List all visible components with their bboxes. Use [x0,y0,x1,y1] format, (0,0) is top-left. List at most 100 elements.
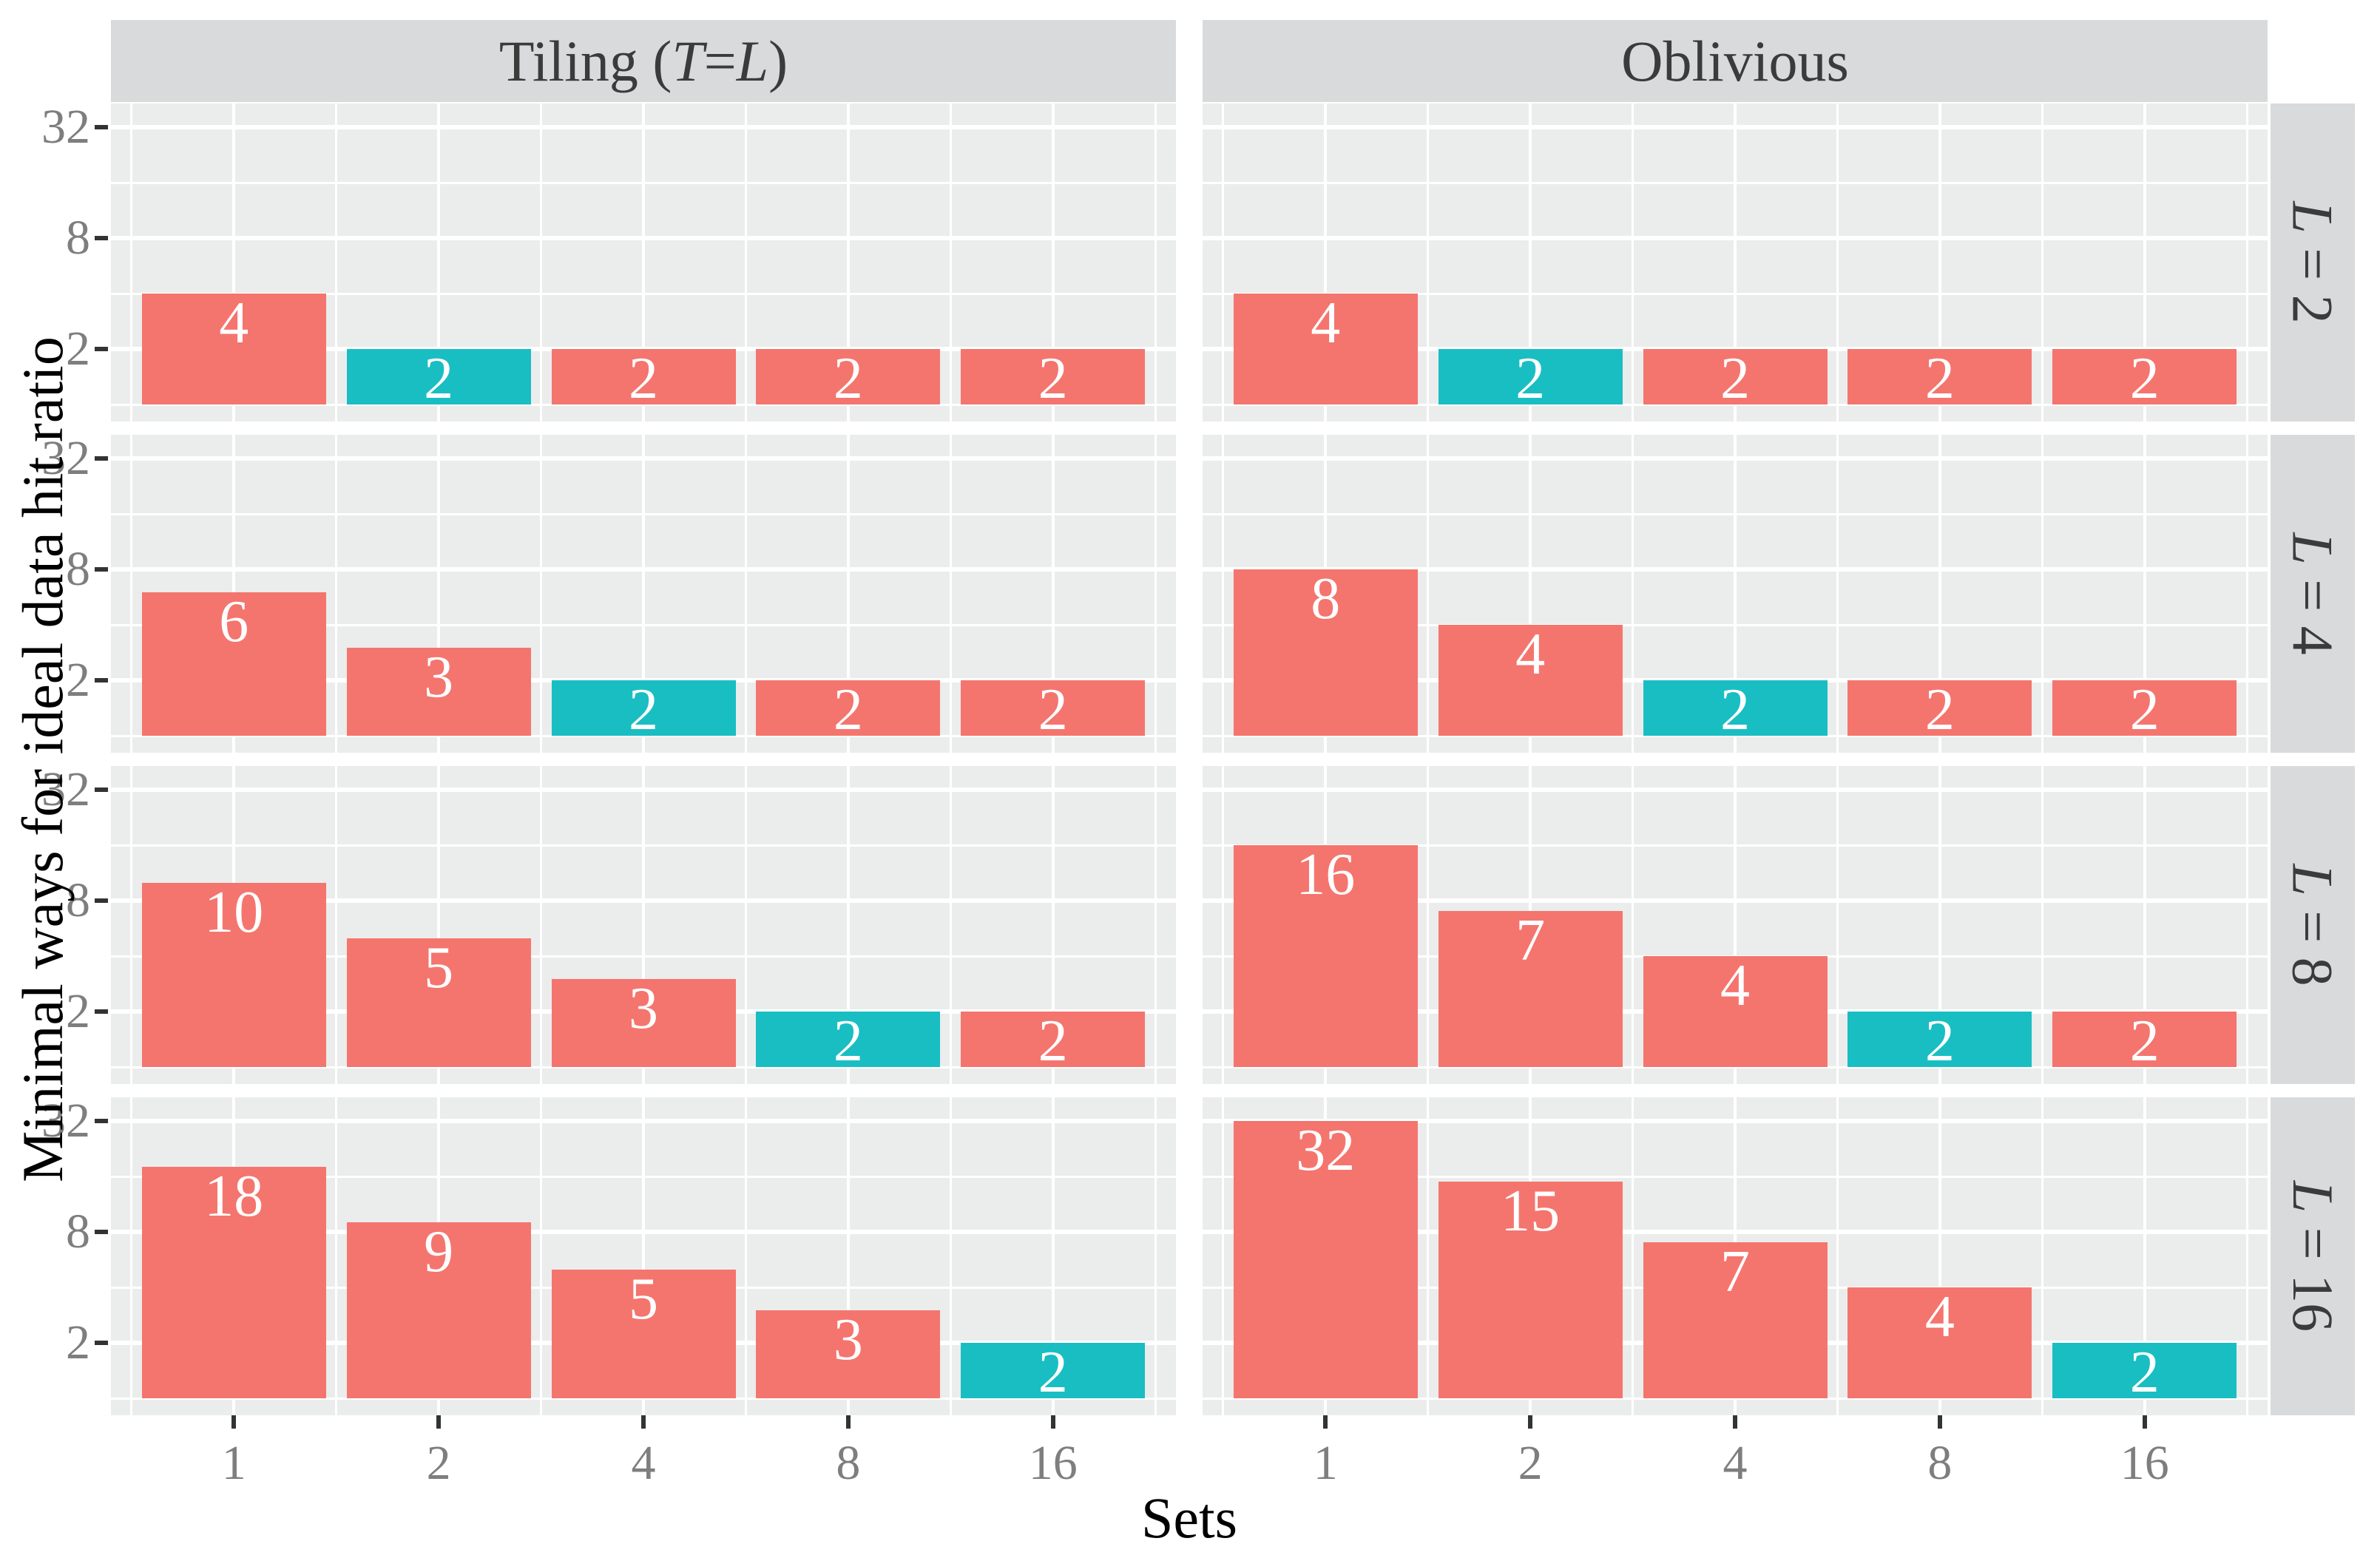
bar: 4 [1847,1287,2032,1398]
y-tick-mark [95,898,108,903]
gridline-major-v [1938,435,1941,753]
bar-value-label: 2 [1038,346,1068,411]
x-tick-mark [1323,1415,1328,1429]
gridline-major-v [1529,435,1532,753]
gridline-minor-v [2245,104,2248,421]
gridline-minor-v [1632,766,1634,1084]
bar-value-label: 7 [1720,1239,1750,1305]
gridline-minor-v [1222,766,1225,1084]
y-tick-mark [95,236,108,240]
bar: 2 [756,348,941,409]
y-tick-mark [95,788,108,792]
bar: 16 [1233,844,1418,1067]
gridline-major-v [642,104,645,421]
bar: 4 [1233,293,1418,404]
bar-value-label: 32 [1296,1118,1356,1183]
bar-value-label: 4 [1924,1284,1955,1349]
bar-value-label: 2 [1720,677,1750,742]
gridline-minor-v [1427,435,1430,753]
gridline-minor-v [130,104,133,421]
x-tick-mark [845,1415,851,1429]
gridline-minor-v [2041,766,2043,1084]
bar: 4 [1643,953,1828,1067]
facet-strip-right: L = 8 [2271,766,2355,1084]
gridline-minor-v [2041,104,2043,421]
y-tick-label: 32 [41,100,90,154]
bar: 18 [141,1167,326,1398]
bar: 2 [2052,1011,2237,1071]
gridline-major-h [1203,1230,2268,1234]
y-tick-label: 8 [66,211,90,265]
bar-highlight: 2 [1847,1011,2032,1071]
gridline-minor-v [1154,1097,1157,1415]
bar: 2 [1847,348,2032,409]
gridline-minor-v [744,435,747,753]
gridline-major-v [846,1097,850,1415]
x-tick-label: 1 [221,1436,246,1490]
gridline-minor-v [744,1097,747,1415]
gridline-minor-v [335,435,338,753]
bar-highlight: 2 [551,680,736,740]
gridline-major-h [111,788,1176,792]
x-tick-label: 8 [1927,1436,1953,1490]
gridline-major-h [1203,456,2268,461]
bar: 2 [756,680,941,740]
x-tick-label: 2 [1518,1436,1543,1490]
facet-strip-right: L = 2 [2271,104,2355,421]
bar-highlight: 2 [1643,680,1828,740]
bar-value-label: 2 [629,346,658,411]
x-tick-label: 1 [1313,1436,1338,1490]
gridline-minor-v [540,1097,543,1415]
bar: 15 [1438,1181,1623,1398]
gridline-minor-v [130,1097,133,1415]
gridline-major-h [1203,898,2268,903]
gridline-minor-v [130,766,133,1084]
gridline-minor-v [130,435,133,753]
bar-value-label: 7 [1515,908,1546,974]
gridline-minor-v [2245,435,2248,753]
bar: 2 [961,680,1146,740]
bar-highlight: 2 [961,1342,1146,1403]
gridline-minor-v [1427,766,1430,1084]
gridline-major-v [1051,1097,1055,1415]
gridline-major-v [1051,104,1055,421]
bar-highlight: 2 [2052,1342,2237,1403]
bar-value-label: 4 [1720,953,1750,1018]
x-tick-mark [2142,1415,2147,1429]
gridline-major-h [111,456,1176,461]
bar-highlight: 2 [1438,348,1623,409]
y-tick-label: 2 [66,653,90,707]
bar-value-label: 3 [833,1307,863,1373]
gridline-minor-v [2041,435,2043,753]
x-tick-mark [1733,1415,1737,1429]
y-tick-label: 32 [41,431,90,485]
bar-value-label: 9 [424,1219,454,1285]
gridline-minor-v [1154,104,1157,421]
facet-strip-top: Oblivious [1203,20,2268,102]
gridline-major-v [1938,766,1941,1084]
gridline-major-v [437,435,441,753]
bar: 4 [141,293,326,404]
gridline-minor-v [744,766,747,1084]
x-tick-label: 16 [2120,1436,2169,1490]
bar: 3 [346,648,531,736]
gridline-minor-v [335,104,338,421]
bar: 32 [1233,1118,1418,1398]
bar-value-label: 2 [1924,346,1955,411]
gridline-minor-v [744,104,747,421]
gridline-major-h [111,567,1176,572]
gridline-minor-v [1836,104,1839,421]
bar: 2 [2052,348,2237,409]
gridline-minor-v [540,766,543,1084]
x-tick-label: 8 [836,1436,861,1490]
gridline-major-v [846,104,850,421]
bar: 7 [1643,1242,1828,1398]
bar-value-label: 2 [629,677,658,742]
gridline-minor-v [335,766,338,1084]
y-tick-label: 32 [41,1094,90,1148]
gridline-major-v [1734,766,1737,1084]
gridline-major-h [1203,1119,2268,1123]
gridline-minor-v [1632,104,1634,421]
